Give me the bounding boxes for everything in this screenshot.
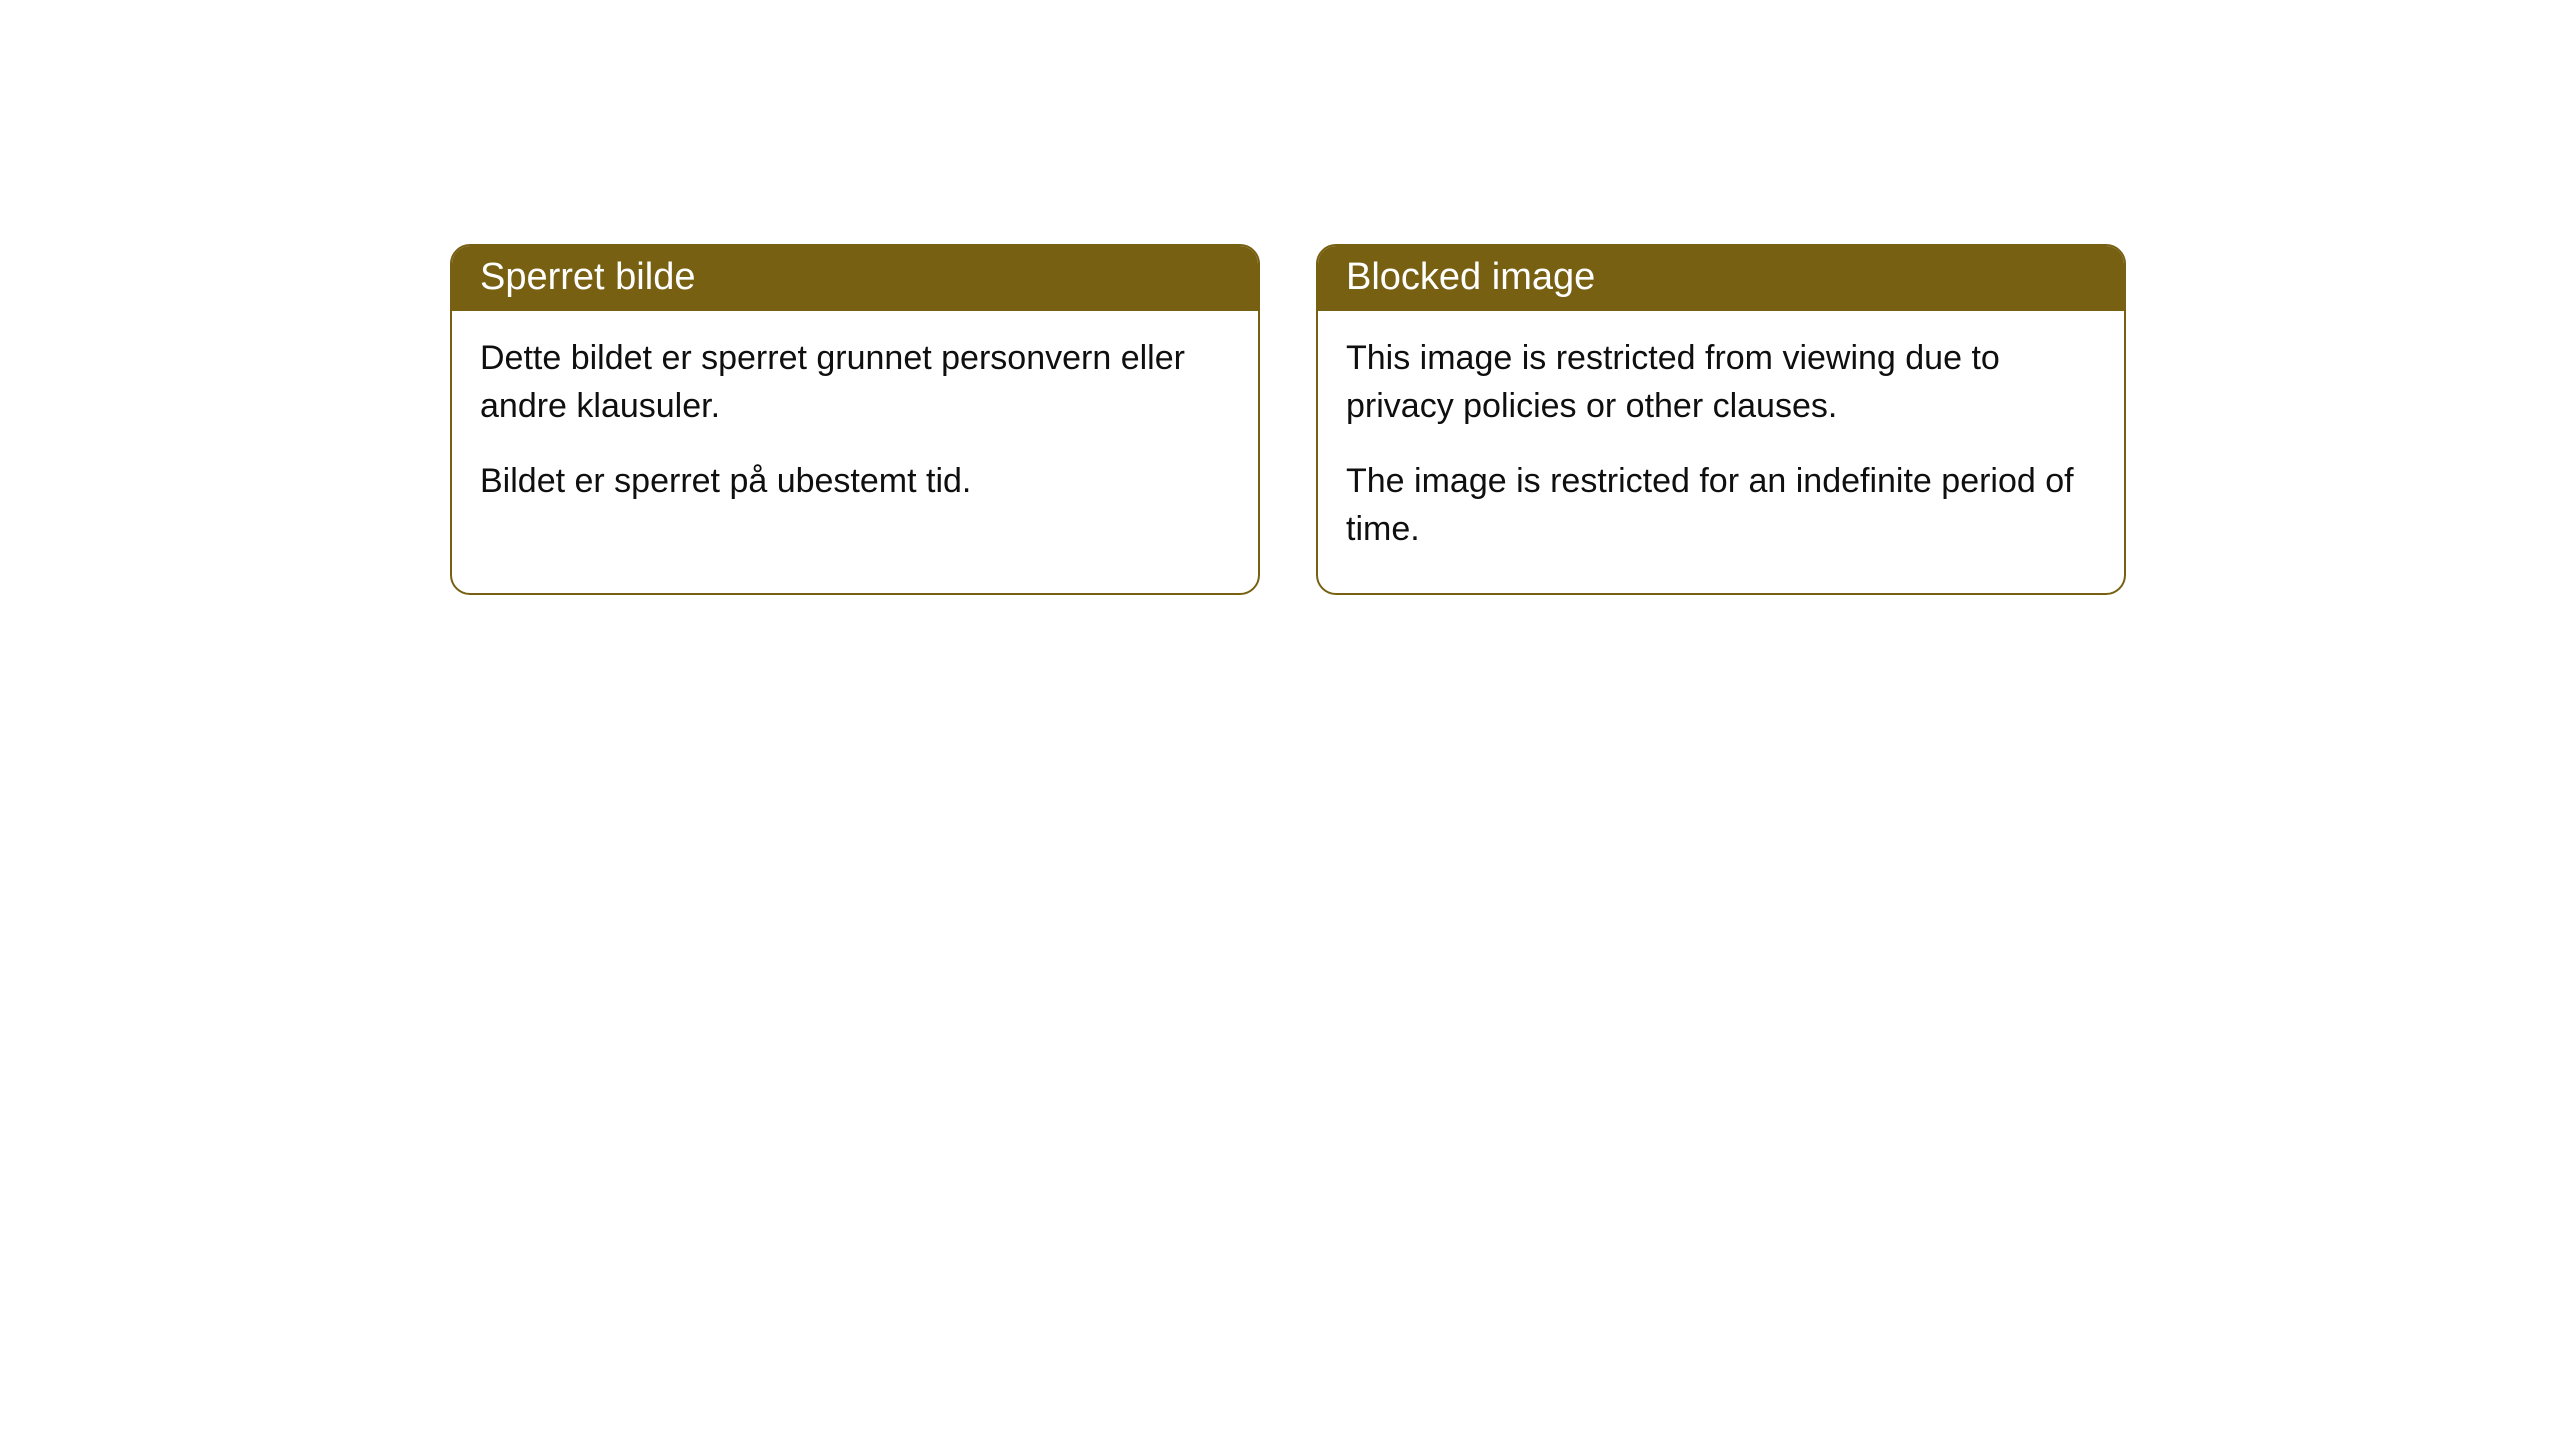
notice-title: Sperret bilde bbox=[452, 246, 1258, 311]
notice-body: Dette bildet er sperret grunnet personve… bbox=[452, 311, 1258, 546]
notice-paragraph: This image is restricted from viewing du… bbox=[1346, 335, 2096, 430]
notice-box-norwegian: Sperret bilde Dette bildet er sperret gr… bbox=[450, 244, 1260, 595]
notice-paragraph: Bildet er sperret på ubestemt tid. bbox=[480, 458, 1230, 506]
notice-body: This image is restricted from viewing du… bbox=[1318, 311, 2124, 593]
notice-paragraph: Dette bildet er sperret grunnet personve… bbox=[480, 335, 1230, 430]
notices-container: Sperret bilde Dette bildet er sperret gr… bbox=[450, 244, 2126, 595]
notice-paragraph: The image is restricted for an indefinit… bbox=[1346, 458, 2096, 553]
notice-box-english: Blocked image This image is restricted f… bbox=[1316, 244, 2126, 595]
notice-title: Blocked image bbox=[1318, 246, 2124, 311]
